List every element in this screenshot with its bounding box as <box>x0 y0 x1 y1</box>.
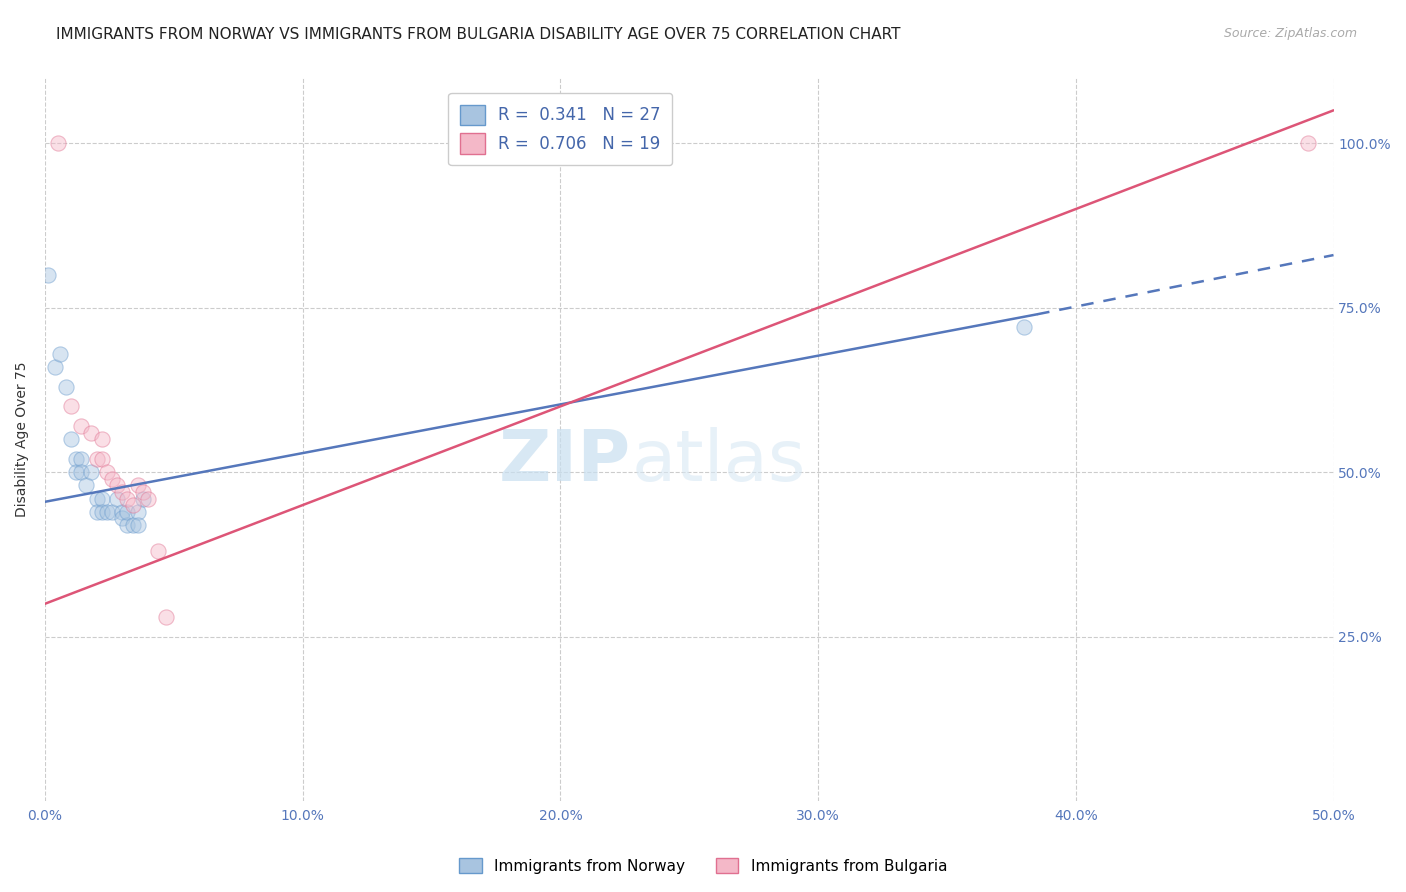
Point <box>90 505 112 519</box>
Point <box>101 505 124 519</box>
Point <box>55 379 77 393</box>
Point <box>65 465 87 479</box>
Point <box>127 478 149 492</box>
Point <box>155 610 177 624</box>
Point <box>117 517 139 532</box>
Point <box>1296 136 1319 151</box>
Point <box>136 491 159 506</box>
Point <box>70 465 93 479</box>
Point <box>117 491 139 506</box>
Point <box>1012 320 1035 334</box>
Text: Source: ZipAtlas.com: Source: ZipAtlas.com <box>1223 27 1357 40</box>
Point <box>121 498 143 512</box>
Text: atlas: atlas <box>631 426 806 495</box>
Point <box>127 505 149 519</box>
Point <box>59 432 82 446</box>
Point <box>111 511 134 525</box>
Text: ZIP: ZIP <box>499 426 631 495</box>
Point <box>90 491 112 506</box>
Point <box>46 136 69 151</box>
Point <box>105 491 128 506</box>
Point <box>132 484 155 499</box>
Point <box>96 505 118 519</box>
Legend: Immigrants from Norway, Immigrants from Bulgaria: Immigrants from Norway, Immigrants from … <box>453 852 953 880</box>
Point <box>105 478 128 492</box>
Point <box>86 505 108 519</box>
Point <box>59 400 82 414</box>
Point <box>90 452 112 467</box>
Legend: R =  0.341   N = 27, R =  0.706   N = 19: R = 0.341 N = 27, R = 0.706 N = 19 <box>449 93 672 165</box>
Point <box>101 472 124 486</box>
Point <box>44 359 66 374</box>
Point <box>65 452 87 467</box>
Point <box>70 419 93 434</box>
Point <box>111 505 134 519</box>
Point <box>117 505 139 519</box>
Point <box>132 491 155 506</box>
Text: IMMIGRANTS FROM NORWAY VS IMMIGRANTS FROM BULGARIA DISABILITY AGE OVER 75 CORREL: IMMIGRANTS FROM NORWAY VS IMMIGRANTS FRO… <box>56 27 901 42</box>
Point <box>37 268 59 282</box>
Point <box>70 452 93 467</box>
Point <box>148 544 170 558</box>
Point <box>80 425 103 440</box>
Point <box>80 465 103 479</box>
Point <box>86 452 108 467</box>
Point <box>127 517 149 532</box>
Point <box>49 347 72 361</box>
Point <box>121 517 143 532</box>
Y-axis label: Disability Age Over 75: Disability Age Over 75 <box>15 361 30 517</box>
Point <box>111 484 134 499</box>
Point <box>86 491 108 506</box>
Point <box>96 465 118 479</box>
Point <box>75 478 97 492</box>
Point <box>90 432 112 446</box>
